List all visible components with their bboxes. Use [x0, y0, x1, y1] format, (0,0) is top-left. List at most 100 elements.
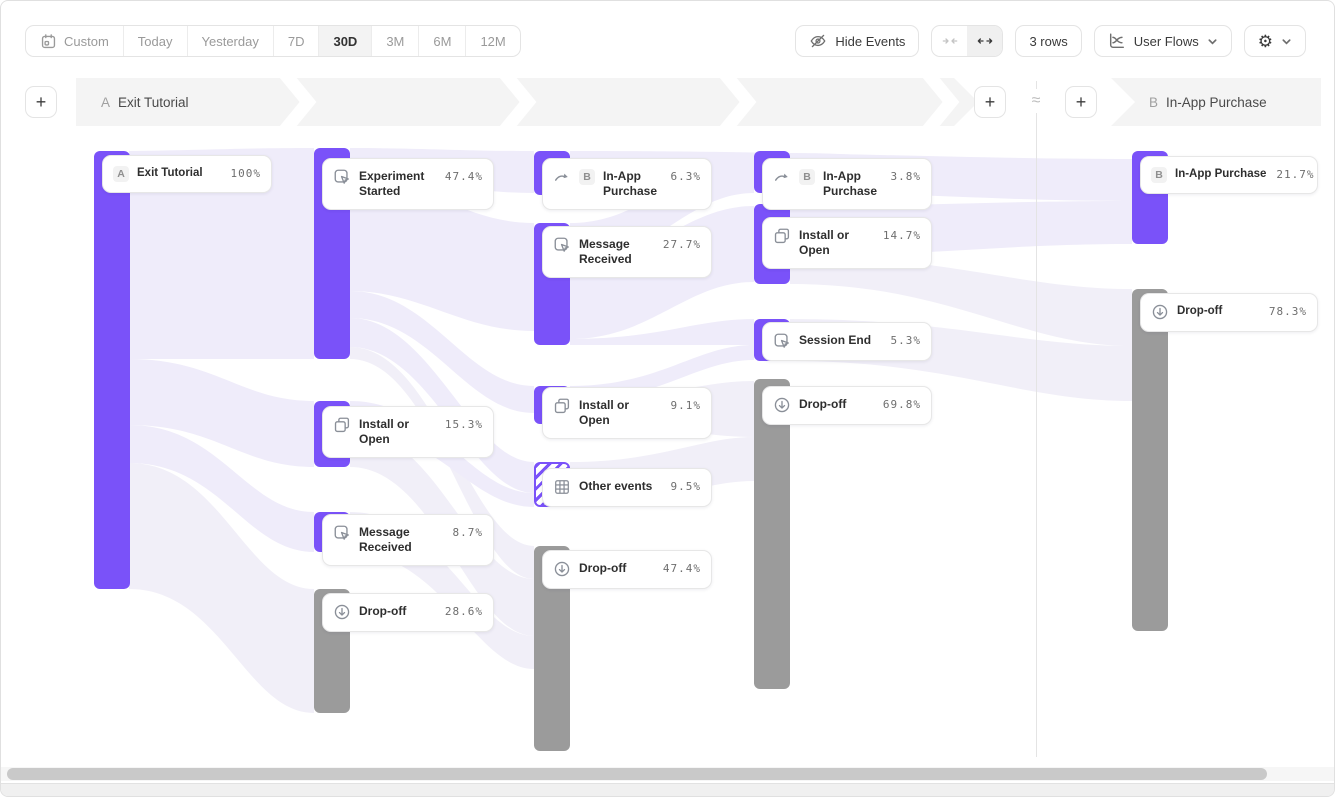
node-percentage: 14.7% [882, 229, 921, 242]
node-percentage: 15.3% [444, 418, 483, 431]
flow-bar-drop-off[interactable] [1132, 289, 1168, 631]
expand-columns-button[interactable] [967, 26, 1003, 56]
event-badge-b: B [579, 169, 595, 185]
grid-icon [553, 478, 571, 496]
view-selector-label: User Flows [1133, 33, 1199, 49]
flow-node-other-events[interactable]: Other events 9.5% [542, 468, 712, 507]
node-label: In-App Purchase [823, 169, 878, 198]
node-label: In-App Purchase [1175, 168, 1267, 180]
date-range-7d[interactable]: 7D [274, 26, 320, 56]
calendar-icon [40, 33, 57, 50]
jump-icon [553, 168, 571, 186]
dropoff-icon [553, 560, 571, 578]
node-percentage: 69.8% [882, 398, 921, 411]
event-badge-a: A [113, 166, 129, 182]
section-divider [1036, 81, 1037, 757]
flow-node-install-or-open[interactable]: Install or Open 14.7% [762, 217, 932, 269]
hide-events-button[interactable]: Hide Events [795, 25, 920, 57]
flow-node-experiment-started[interactable]: Experiment Started 47.4% [322, 158, 494, 210]
flow-node-session-end[interactable]: Session End 5.3% [762, 322, 932, 361]
rows-label: 3 rows [1029, 33, 1068, 49]
date-range-custom[interactable]: Custom [26, 26, 124, 56]
spacing-segment [931, 25, 1004, 57]
add-step-end-button[interactable]: + [1065, 86, 1097, 118]
flow-node-exit-tutorial[interactable]: A Exit Tutorial 100% [102, 155, 272, 193]
node-percentage: 47.4% [444, 170, 483, 183]
date-range-label: Yesterday [201, 33, 259, 49]
copy-icon [773, 227, 791, 245]
flow-node-drop-off[interactable]: Drop-off 69.8% [762, 386, 932, 425]
copy-icon [333, 416, 351, 434]
date-range-label: Today [137, 33, 173, 49]
node-percentage: 9.5% [670, 480, 701, 493]
series-a-label: Exit Tutorial [118, 94, 189, 110]
flow-node-install-or-open[interactable]: Install or Open 9.1% [542, 387, 712, 439]
toolbar-right: Hide Events 3 rows [795, 25, 1306, 57]
eye-off-icon [809, 32, 827, 50]
node-label: Install or Open [799, 228, 850, 257]
node-percentage: 47.4% [662, 562, 701, 575]
node-percentage: 8.7% [452, 526, 483, 539]
date-range-label: 3M [386, 33, 405, 49]
flow-node-install-or-open[interactable]: Install or Open 15.3% [322, 406, 494, 458]
date-range-12m[interactable]: 12M [466, 26, 519, 56]
scrollbar-thumb[interactable] [7, 768, 1267, 780]
date-range-yesterday[interactable]: Yesterday [188, 26, 274, 56]
node-percentage: 5.3% [890, 334, 921, 347]
date-range-6m[interactable]: 6M [419, 26, 467, 56]
node-label: Message Received [579, 237, 632, 266]
collapse-columns-button[interactable] [932, 26, 967, 56]
node-label: Drop-off [579, 561, 627, 575]
event-badge-b: B [799, 169, 815, 185]
series-b-badge: B [1149, 94, 1159, 110]
node-percentage: 27.7% [662, 238, 701, 251]
node-label: Other events [579, 479, 653, 493]
series-b-title[interactable]: B In-App Purchase [1149, 78, 1267, 126]
flow-node-drop-off[interactable]: Drop-off 47.4% [542, 550, 712, 589]
flow-node-in-app-purchase[interactable]: B In-App Purchase 21.7% [1140, 156, 1318, 194]
hide-events-label: Hide Events [835, 33, 906, 49]
settings-button[interactable]: ⚙ [1243, 25, 1306, 57]
date-range-30d[interactable]: 30D [319, 26, 373, 56]
flow-node-in-app-purchase[interactable]: B In-App Purchase 6.3% [542, 158, 712, 210]
node-label: In-App Purchase [603, 169, 658, 198]
rows-button[interactable]: 3 rows [1015, 25, 1082, 57]
click-icon [333, 168, 351, 186]
node-percentage: 6.3% [670, 170, 701, 183]
flow-bar-drop-off[interactable] [754, 379, 790, 689]
view-selector-button[interactable]: User Flows [1093, 25, 1232, 57]
flow-node-drop-off[interactable]: Drop-off 78.3% [1140, 293, 1318, 332]
jump-icon [773, 168, 791, 186]
node-label: Message Received [359, 525, 412, 554]
horizontal-scrollbar[interactable] [1, 767, 1334, 781]
flow-node-drop-off[interactable]: Drop-off 28.6% [322, 593, 494, 632]
node-label: Experiment Started [359, 169, 425, 198]
event-badge-b: B [1151, 167, 1167, 183]
flow-node-message-received[interactable]: Message Received 27.7% [542, 226, 712, 278]
date-range-3m[interactable]: 3M [372, 26, 420, 56]
node-percentage: 9.1% [670, 399, 701, 412]
add-step-start-button[interactable]: + [25, 86, 57, 118]
date-range-label: 7D [287, 33, 305, 49]
click-icon [773, 332, 791, 350]
flow-node-message-received[interactable]: Message Received 8.7% [322, 514, 494, 566]
date-range-label: Custom [64, 33, 109, 49]
add-step-middle-button[interactable]: + [974, 86, 1006, 118]
approx-symbol: ≈ [1025, 89, 1047, 113]
series-a-badge: A [101, 94, 111, 110]
node-label: Exit Tutorial [137, 167, 203, 179]
node-label: Install or Open [359, 417, 410, 446]
gear-icon: ⚙ [1257, 31, 1273, 51]
flow-node-in-app-purchase[interactable]: B In-App Purchase 3.8% [762, 158, 932, 210]
series-a-title[interactable]: A Exit Tutorial [101, 78, 189, 126]
node-label: Drop-off [1177, 305, 1223, 317]
click-icon [333, 524, 351, 542]
series-b-label: In-App Purchase [1166, 94, 1267, 110]
date-range-label: 30D [333, 33, 358, 49]
flow-bar-exit-tutorial[interactable] [94, 151, 130, 589]
date-range-label: 12M [480, 33, 506, 49]
bottom-strip [1, 783, 1334, 796]
dropoff-icon [773, 396, 791, 414]
node-label: Session End [799, 333, 872, 347]
date-range-today[interactable]: Today [124, 26, 188, 56]
